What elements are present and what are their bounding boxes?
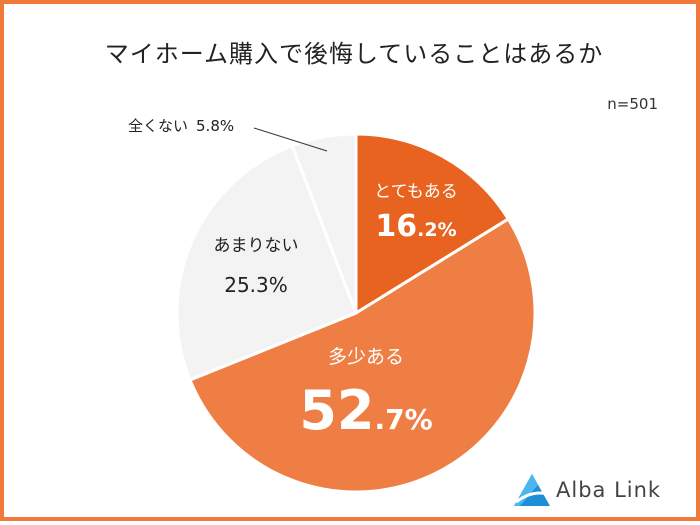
slice-label-tasho-aru: 多少ある [328,346,404,368]
slice-value-amari-nai: 25.3% [224,273,288,297]
slice-label-mattaku-nai: 全くない 5.8% [128,117,234,135]
slice-value-tasho-aru: 52.7% [299,379,432,442]
slice-label-totemo-aru: とてもある [374,182,458,202]
slice-amari-nai [175,143,358,382]
slice-value-totemo-aru: 16.2% [375,209,456,244]
pie-chart: とてもある 16.2% 多少ある 52.7% あまりない 25.3% 全くない 5… [128,117,537,494]
chart-title: マイホーム購入で後悔していることはあるか [104,40,604,68]
brand-name: Alba Link [556,478,662,502]
slice-label-amari-nai: あまりない [214,236,299,256]
slice-totemo-aru [354,132,511,316]
sample-size-label: n=501 [607,95,658,113]
slice-mattaku-nai [290,132,358,314]
alba-link-logo-icon [514,474,550,506]
brand-logo: Alba Link [512,470,692,510]
leader-line-mattaku-nai [253,127,328,152]
slice-tasho-aru [188,216,537,494]
